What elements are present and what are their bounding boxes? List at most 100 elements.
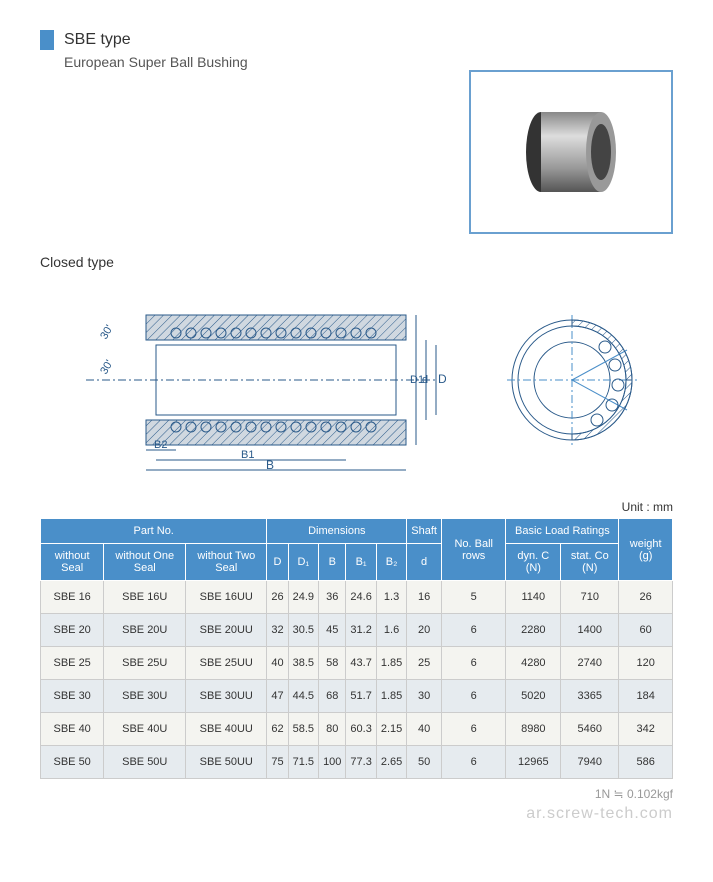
table-cell: 2.65 (376, 746, 406, 779)
table-cell: 30.5 (288, 614, 318, 647)
table-cell: SBE 50UU (186, 746, 267, 779)
th-B: B (319, 544, 346, 581)
th-part-no: Part No. (41, 519, 267, 544)
table-cell: 6 (441, 614, 506, 647)
table-cell: 60 (619, 614, 673, 647)
table-cell: 1400 (561, 614, 619, 647)
subtitle: European Super Ball Bushing (64, 54, 673, 70)
table-cell: 8980 (506, 713, 561, 746)
table-cell: SBE 50 (41, 746, 104, 779)
table-cell: 1140 (506, 581, 561, 614)
dim-angle-label: 30' (98, 323, 116, 341)
th-dimensions: Dimensions (267, 519, 407, 544)
table-cell: 80 (319, 713, 346, 746)
table-row: SBE 50SBE 50USBE 50UU7571.510077.32.6550… (41, 746, 673, 779)
product-image-box (469, 70, 673, 234)
table-cell: 16 (407, 581, 442, 614)
table-cell: SBE 25U (104, 647, 186, 680)
section-closed-type: Closed type (40, 254, 673, 270)
th-stat-co: stat. Co (N) (561, 544, 619, 581)
table-cell: SBE 16U (104, 581, 186, 614)
accent-bar (40, 30, 54, 50)
table-cell: SBE 25UU (186, 647, 267, 680)
table-cell: SBE 20U (104, 614, 186, 647)
dim-B-label: B (266, 458, 274, 472)
table-row: SBE 25SBE 25USBE 25UU4038.55843.71.85256… (41, 647, 673, 680)
table-cell: SBE 50U (104, 746, 186, 779)
table-cell: 3365 (561, 680, 619, 713)
table-cell: 77.3 (346, 746, 376, 779)
th-B2: B₂ (376, 544, 406, 581)
table-cell: 50 (407, 746, 442, 779)
table-cell: 6 (441, 647, 506, 680)
table-cell: 6 (441, 713, 506, 746)
watermark: ar.screw-tech.com (40, 805, 673, 823)
table-cell: SBE 16 (41, 581, 104, 614)
table-cell: SBE 30UU (186, 680, 267, 713)
th-D: D (267, 544, 288, 581)
table-cell: 184 (619, 680, 673, 713)
table-cell: 71.5 (288, 746, 318, 779)
table-cell: 26 (267, 581, 288, 614)
table-cell: 60.3 (346, 713, 376, 746)
table-cell: 6 (441, 680, 506, 713)
table-cell: 31.2 (346, 614, 376, 647)
table-cell: 45 (319, 614, 346, 647)
th-without-one-seal: without One Seal (104, 544, 186, 581)
table-cell: 38.5 (288, 647, 318, 680)
table-cell: 342 (619, 713, 673, 746)
dim-angle2-label: 30' (98, 358, 116, 376)
table-cell: 58 (319, 647, 346, 680)
th-d: d (407, 544, 442, 581)
dim-D1-label: D1 (410, 374, 424, 386)
table-cell: SBE 30U (104, 680, 186, 713)
table-cell: SBE 16UU (186, 581, 267, 614)
table-cell: 2280 (506, 614, 561, 647)
table-row: SBE 20SBE 20USBE 20UU3230.54531.21.62062… (41, 614, 673, 647)
technical-diagram: 30' 30' d D1 D B2 B1 B (40, 280, 673, 480)
table-cell: 43.7 (346, 647, 376, 680)
front-view-diagram (497, 305, 647, 455)
th-D1: D₁ (288, 544, 318, 581)
table-cell: 120 (619, 647, 673, 680)
table-cell: 51.7 (346, 680, 376, 713)
table-cell: 20 (407, 614, 442, 647)
table-cell: 75 (267, 746, 288, 779)
table-cell: 32 (267, 614, 288, 647)
table-cell: 58.5 (288, 713, 318, 746)
th-without-two-seal: without Two Seal (186, 544, 267, 581)
th-without-seal: without Seal (41, 544, 104, 581)
th-load-ratings: Basic Load Ratings (506, 519, 619, 544)
th-ball-rows: No. Ball rows (441, 519, 506, 581)
th-shaft: Shaft (407, 519, 442, 544)
page-header: SBE type (40, 30, 673, 50)
spec-table: Part No. Dimensions Shaft No. Ball rows … (40, 518, 673, 779)
table-cell: SBE 25 (41, 647, 104, 680)
table-row: SBE 40SBE 40USBE 40UU6258.58060.32.15406… (41, 713, 673, 746)
table-cell: SBE 40UU (186, 713, 267, 746)
bushing-image-icon (501, 92, 641, 212)
table-cell: SBE 20UU (186, 614, 267, 647)
table-cell: 26 (619, 581, 673, 614)
cross-section-diagram: 30' 30' d D1 D B2 B1 B (66, 285, 446, 475)
table-cell: 2.15 (376, 713, 406, 746)
footer-note: 1N ≒ 0.102kgf (40, 787, 673, 801)
table-cell: 7940 (561, 746, 619, 779)
table-cell: 586 (619, 746, 673, 779)
th-dyn-c: dyn. C (N) (506, 544, 561, 581)
table-cell: 5020 (506, 680, 561, 713)
table-cell: 25 (407, 647, 442, 680)
table-cell: 24.6 (346, 581, 376, 614)
table-cell: SBE 40 (41, 713, 104, 746)
table-row: SBE 16SBE 16USBE 16UU2624.93624.61.31651… (41, 581, 673, 614)
dim-D-label: D (438, 372, 446, 386)
table-cell: 24.9 (288, 581, 318, 614)
table-cell: 40 (267, 647, 288, 680)
table-cell: 4280 (506, 647, 561, 680)
table-cell: 1.3 (376, 581, 406, 614)
table-cell: 6 (441, 746, 506, 779)
table-cell: 47 (267, 680, 288, 713)
table-cell: 5 (441, 581, 506, 614)
table-cell: SBE 20 (41, 614, 104, 647)
th-B1: B₁ (346, 544, 376, 581)
